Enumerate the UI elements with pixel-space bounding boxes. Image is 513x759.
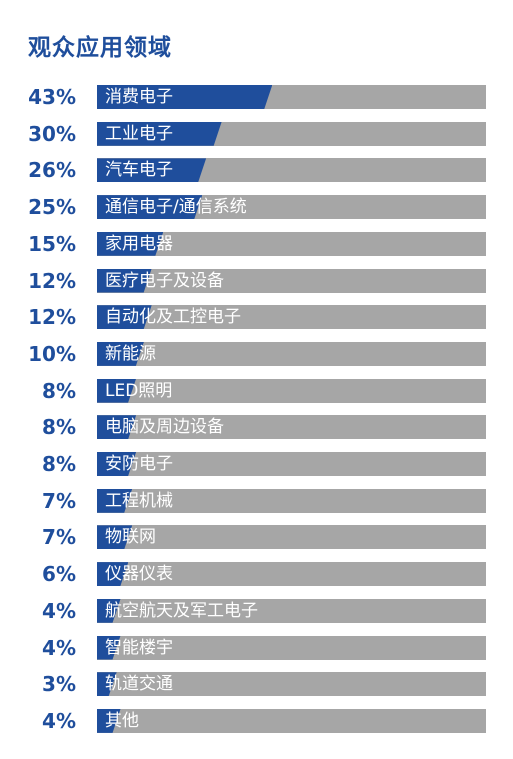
bar-track: LED照明 [97, 378, 486, 403]
bar-track: 新能源 [97, 341, 486, 366]
bar [97, 122, 222, 146]
bar [97, 158, 206, 182]
bar-row: 12% 自动化及工控电子 [0, 304, 513, 331]
bar-category-label: 工程机械 [105, 490, 173, 511]
bar-track: 电脑及周边设备 [97, 415, 486, 440]
bar-row: 8% 安防电子 [0, 451, 513, 478]
bar-row: 4% 智能楼宇 [0, 635, 513, 662]
bar-row: 4% 航空航天及军工电子 [0, 598, 513, 625]
bar [97, 342, 144, 366]
bar-value-label: 25% [28, 195, 76, 220]
bar-row: 43% 消费电子 [0, 84, 513, 111]
bar-value-label: 10% [28, 341, 76, 366]
bar-category-label: 医疗电子及设备 [105, 270, 224, 291]
bar-track: 工程机械 [97, 488, 486, 513]
bar-row: 4% 其他 [0, 708, 513, 735]
bar-value-label: 12% [28, 305, 76, 330]
bar-value-label: 6% [42, 562, 76, 587]
bar-category-label: 工业电子 [105, 123, 173, 144]
bar-track: 汽车电子 [97, 158, 486, 183]
bar-value-label: 43% [28, 85, 76, 109]
bar-track: 智能楼宇 [97, 635, 486, 660]
bar-row: 6% 仪器仪表 [0, 561, 513, 588]
bar-track: 轨道交通 [97, 672, 486, 697]
bar-value-label: 8% [42, 452, 76, 476]
bar-track: 航空航天及军工电子 [97, 598, 486, 623]
bar-row: 25% 通信电子/通信系统 [0, 194, 513, 221]
bar-value-label: 12% [28, 268, 76, 293]
bar-category-label: 仪器仪表 [105, 564, 173, 585]
bar-row: 3% 轨道交通 [0, 671, 513, 698]
bar-track: 仪器仪表 [97, 562, 486, 587]
bar-row: 8% 电脑及周边设备 [0, 414, 513, 441]
bar-row: 10% 新能源 [0, 341, 513, 368]
bar-track: 通信电子/通信系统 [97, 195, 486, 220]
bar-category-label: 物联网 [105, 527, 156, 548]
bar-value-label: 30% [28, 121, 76, 146]
bar-category-label: 家用电器 [105, 233, 173, 254]
bar-category-label: 新能源 [105, 343, 156, 364]
bar-track: 安防电子 [97, 452, 486, 476]
bar-category-label: 安防电子 [105, 454, 173, 474]
bar-category-label: 电脑及周边设备 [105, 417, 224, 438]
bar-row: 12% 医疗电子及设备 [0, 268, 513, 295]
bar [97, 232, 163, 256]
bar-value-label: 7% [42, 525, 76, 550]
bar-track: 工业电子 [97, 121, 486, 146]
bar-category-label: 智能楼宇 [105, 637, 173, 658]
bar-track: 自动化及工控电子 [97, 305, 486, 330]
bar-value-label: 4% [42, 635, 76, 660]
bar-value-label: 8% [42, 378, 76, 403]
bar-track: 其他 [97, 708, 486, 733]
bar [97, 195, 202, 219]
bar [97, 305, 152, 329]
bar-category-label: 汽车电子 [105, 160, 173, 181]
bar [97, 85, 272, 109]
bar-category-label: 通信电子/通信系统 [105, 197, 247, 218]
bar-row: 30% 工业电子 [0, 121, 513, 148]
bar-value-label: 3% [42, 672, 76, 697]
bar-value-label: 8% [42, 415, 76, 440]
bar-category-label: 消费电子 [105, 87, 173, 107]
bar-category-label: 航空航天及军工电子 [105, 600, 258, 621]
bar-track: 家用电器 [97, 231, 486, 256]
bar-track: 医疗电子及设备 [97, 268, 486, 293]
bar-row: 7% 工程机械 [0, 488, 513, 515]
bar-value-label: 7% [42, 488, 76, 513]
bar-row: 26% 汽车电子 [0, 157, 513, 184]
bar-value-label: 4% [42, 708, 76, 733]
bar-category-label: 轨道交通 [105, 674, 173, 695]
bar-row: 15% 家用电器 [0, 231, 513, 258]
bar-value-label: 15% [28, 231, 76, 256]
bar-track: 消费电子 [97, 85, 486, 109]
bar-value-label: 4% [42, 598, 76, 623]
bar [97, 269, 152, 293]
bar-track: 物联网 [97, 525, 486, 550]
bar-category-label: 其他 [105, 710, 139, 731]
bar-row: 8% LED照明 [0, 378, 513, 405]
bar-row: 7% 物联网 [0, 524, 513, 551]
bar-category-label: LED照明 [105, 380, 173, 401]
bar-value-label: 26% [28, 158, 76, 183]
bar-category-label: 自动化及工控电子 [105, 307, 241, 328]
page-title: 观众应用领域 [28, 35, 172, 61]
